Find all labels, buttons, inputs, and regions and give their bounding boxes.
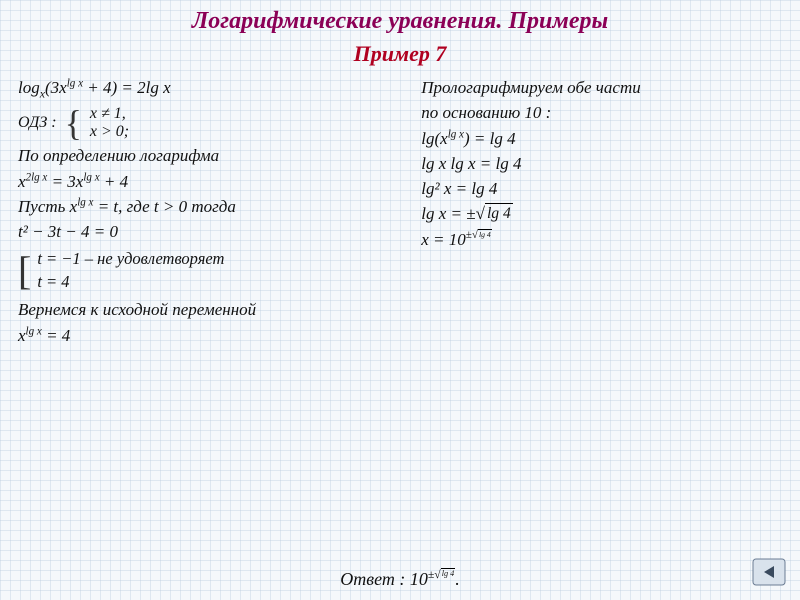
equation-back-sub: xlg x = 4 xyxy=(18,325,415,346)
take-log-text-1: Прологарифмируем обе части xyxy=(421,77,782,98)
step-definition-text: По определению логарифма xyxy=(18,145,415,166)
left-brace-icon: { xyxy=(65,109,82,138)
log-product: lg x lg x = lg 4 xyxy=(421,153,782,174)
prev-slide-button[interactable] xyxy=(752,558,786,586)
equation-expanded: x2lg x = 3xlg x + 4 xyxy=(18,171,415,192)
final-answer: Ответ : 10±√lg 4. xyxy=(0,568,800,590)
left-sqbracket-icon: [ xyxy=(18,256,31,286)
back-substitution-text: Вернемся к исходной переменной xyxy=(18,299,415,320)
x-solution: x = 10±√lg 4 xyxy=(421,229,782,250)
solution-rejected: t = −1 – не удовлетворяет xyxy=(37,249,224,269)
left-column: logx(3xlg x + 4) = 2lg x ОДЗ : { x ≠ 1, … xyxy=(18,73,415,350)
quadratic-equation: t² − 3t − 4 = 0 xyxy=(18,221,415,242)
example-number: Пример 7 xyxy=(0,41,800,67)
quadratic-solutions: [ t = −1 – не удовлетворяет t = 4 xyxy=(18,246,415,295)
solution-accepted: t = 4 xyxy=(37,272,224,292)
page-title: Логарифмические уравнения. Примеры xyxy=(0,0,800,35)
equation-initial: logx(3xlg x + 4) = 2lg x xyxy=(18,77,415,101)
domain-constraints: ОДЗ : { x ≠ 1, x > 0; xyxy=(18,105,415,141)
constraint-1: x ≠ 1, xyxy=(90,105,129,123)
odz-label: ОДЗ : xyxy=(18,114,57,132)
take-log-text-2: по основанию 10 : xyxy=(421,102,782,123)
right-column: Прологарифмируем обе части по основанию … xyxy=(415,73,782,350)
arrow-left-icon xyxy=(752,558,786,586)
log-both-sides: lg(xlg x) = lg 4 xyxy=(421,128,782,149)
constraint-2: x > 0; xyxy=(90,123,129,141)
log-x-value: lg x = ±√lg 4 xyxy=(421,203,782,224)
substitution-text: Пусть xlg x = t, где t > 0 тогда xyxy=(18,196,415,217)
log-squared: lg² x = lg 4 xyxy=(421,178,782,199)
content-columns: logx(3xlg x + 4) = 2lg x ОДЗ : { x ≠ 1, … xyxy=(0,67,800,350)
